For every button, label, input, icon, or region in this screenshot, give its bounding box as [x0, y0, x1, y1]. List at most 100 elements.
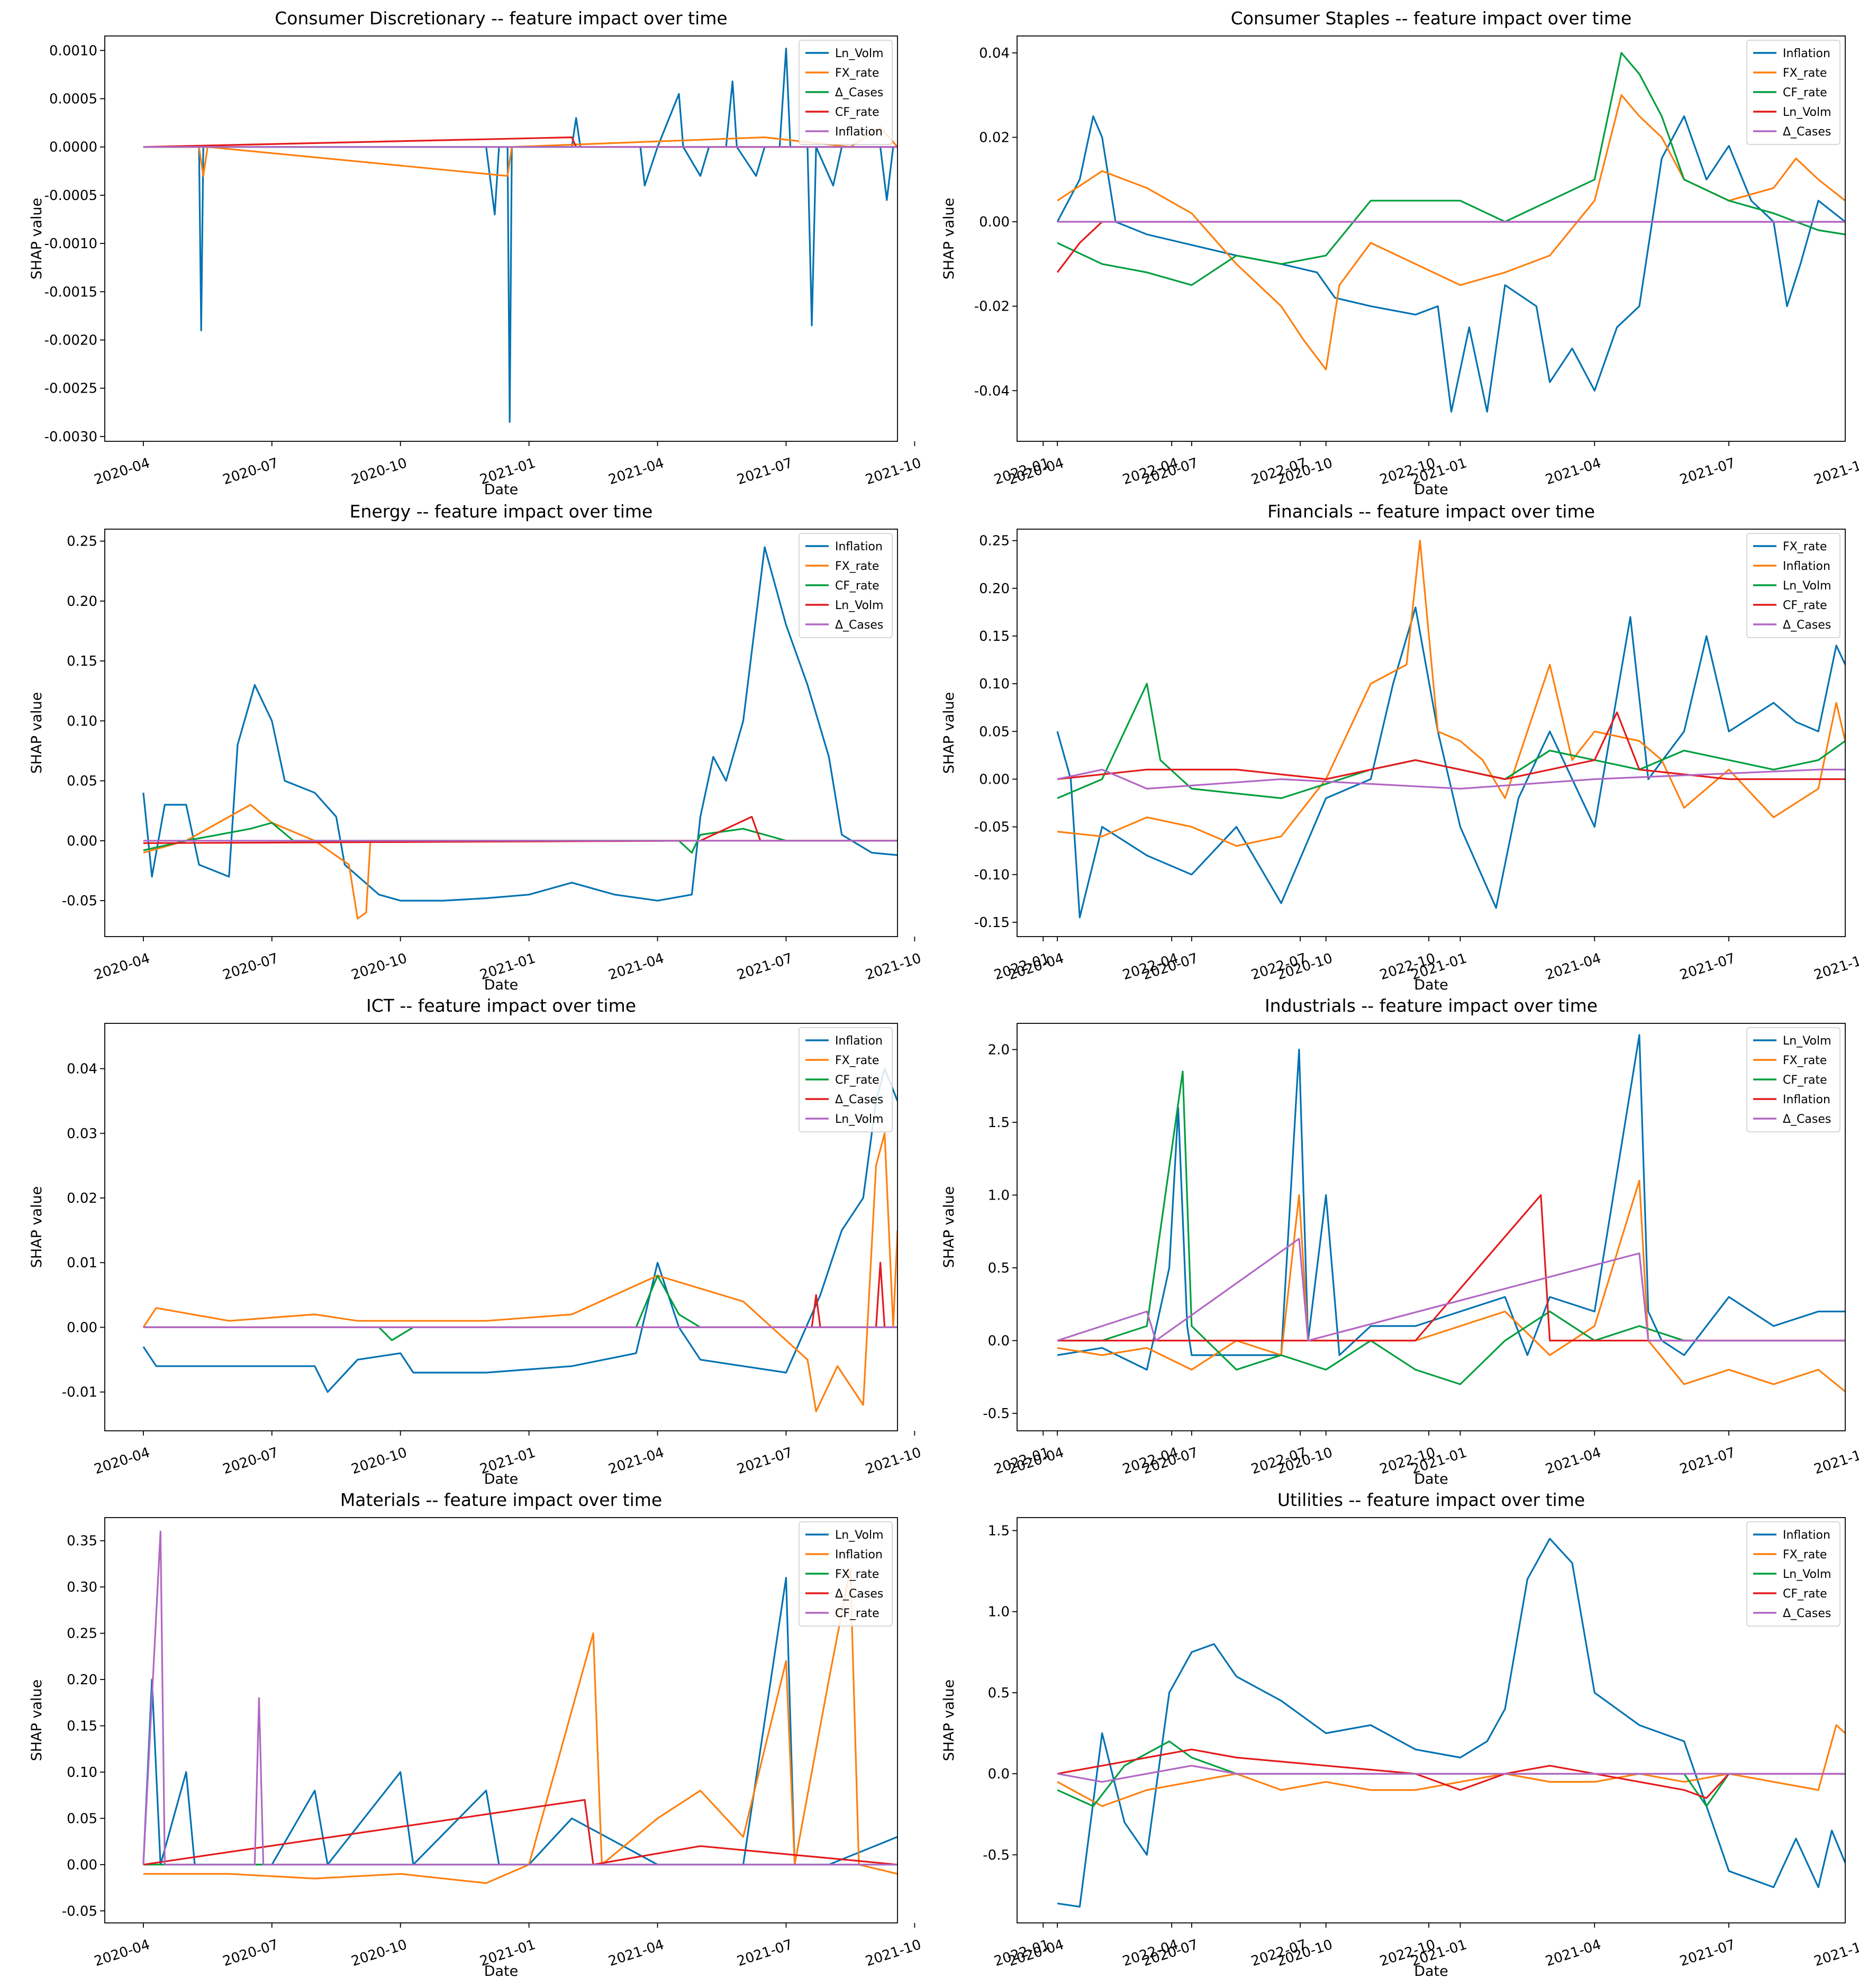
y-tick-label: 0.05	[979, 724, 1010, 740]
series-group	[142, 546, 897, 920]
y-tick-label: 0.25	[67, 534, 97, 550]
legend-label: Ln_Volm	[835, 1113, 884, 1126]
chart-title: Energy -- feature impact over time	[350, 501, 653, 522]
series-line-ln-volm	[1057, 1034, 1845, 1371]
y-tick-label: 0.30	[67, 1579, 97, 1595]
legend-label: CF_rate	[835, 579, 879, 593]
legend-box	[1746, 40, 1840, 145]
legend-label: Inflation	[1783, 1529, 1830, 1542]
chart-panel-5: ICT -- feature impact over time 0.04 0.03 0…	[29, 995, 1437, 1487]
y-tick-label: 0.00	[67, 1857, 97, 1873]
chart-title: Consumer Staples -- feature impact over …	[1231, 8, 1632, 29]
legend-box	[799, 1027, 893, 1132]
legend-label: Inflation	[1783, 1093, 1830, 1106]
x-tick-label: 2020-04	[92, 455, 152, 488]
plot-frame	[1017, 529, 1846, 937]
legend-label: CF_rate	[835, 106, 879, 119]
x-tick-label: 2020-10	[349, 1445, 409, 1477]
chart-panel-6: Industrials -- feature impact over time 2…	[941, 995, 1859, 1487]
x-tick-label: 2021-10	[864, 455, 923, 488]
legend-box	[1746, 1027, 1840, 1132]
series-line-ln-volm	[143, 48, 897, 423]
legend: Ln_Volm FX_rate Δ_Cases CF_rate Inflation	[799, 40, 893, 145]
legend-label: Δ_Cases	[1783, 619, 1831, 632]
chart-title: ICT -- feature impact over time	[366, 995, 636, 1016]
y-tick-label: 1.0	[988, 1604, 1010, 1620]
y-tick-label: -0.0010	[44, 236, 97, 252]
y-tick-label: 0.10	[67, 713, 97, 729]
x-tick-label: 2021-10	[864, 950, 923, 983]
series-group	[142, 1530, 897, 1884]
y-tick-label: -0.05	[62, 893, 97, 909]
legend: Ln_Volm Inflation FX_rate Δ_Cases CF_rate	[799, 1521, 893, 1627]
y-tick-label: 0.25	[979, 533, 1010, 549]
series-line-fx-rate	[143, 126, 897, 177]
y-tick-label: 0.0005	[49, 92, 97, 107]
x-tick-label: 2021-04	[1544, 455, 1603, 488]
y-tick-label: -0.10	[974, 867, 1010, 883]
y-tick-label: 0.05	[67, 1811, 97, 1827]
chart-title: Materials -- feature impact over time	[340, 1490, 662, 1510]
series-line-cf-rate	[1057, 711, 1845, 780]
series-line-inflation	[1057, 1194, 1845, 1342]
y-tick-label: 0.05	[67, 774, 97, 789]
x-tick-label: 2021-04	[606, 1445, 666, 1477]
x-tick-label: 2021-04	[606, 1937, 666, 1969]
legend-box	[799, 533, 893, 638]
x-axis-label: Date	[484, 482, 519, 498]
legend-label: Δ_Cases	[1783, 1113, 1831, 1126]
y-tick-label: 2.0	[988, 1042, 1010, 1058]
legend: Inflation FX_rate CF_rate Ln_Volm Δ_Cases	[1746, 40, 1840, 145]
x-tick-label: 2020-04	[92, 1445, 152, 1477]
y-tick-label: -0.04	[974, 383, 1010, 399]
x-tick-label: 2020-07	[221, 950, 280, 983]
y-axis-label: SHAP value	[29, 198, 45, 280]
y-axis-label: SHAP value	[941, 198, 957, 280]
legend-label: Δ_Cases	[835, 1587, 883, 1601]
series-line-inflation	[1057, 540, 1845, 847]
legend: Ln_Volm FX_rate CF_rate Inflation Δ_Cases	[1746, 1027, 1840, 1132]
y-tick-label: 0.04	[67, 1061, 97, 1077]
legend-label: FX_rate	[1783, 1548, 1827, 1562]
series-line-inflation	[1056, 115, 1845, 413]
x-axis-label: Date	[1414, 977, 1448, 993]
series-line-cf-rate	[143, 822, 897, 854]
y-tick-label: 0.02	[979, 130, 1010, 146]
legend-box	[1746, 1521, 1840, 1627]
y-tick-label: -0.02	[974, 299, 1010, 315]
y-tick-label: 0.15	[67, 653, 97, 669]
plot-frame	[1017, 35, 1846, 442]
y-tick-label: 0.35	[67, 1533, 97, 1549]
y-tick-label: 0.02	[67, 1191, 97, 1206]
legend-label: Ln_Volm	[1783, 1034, 1831, 1048]
legend-label: FX_rate	[1783, 67, 1827, 80]
x-tick-label: 2021-10	[1812, 1937, 1859, 1969]
y-tick-label: -0.0025	[44, 381, 97, 397]
series-line-inflation	[143, 1567, 897, 1884]
x-tick-label: 2020-07	[221, 1937, 280, 1969]
x-tick-label: 2020-10	[349, 455, 409, 488]
series-group	[1056, 52, 1845, 413]
series-line-fx-rate	[1056, 606, 1845, 919]
x-tick-label: 2021-07	[1678, 1445, 1738, 1477]
legend-label: Inflation	[835, 1548, 883, 1562]
legend-label: FX_rate	[1783, 540, 1827, 553]
y-tick-label: 0.0	[988, 1333, 1010, 1349]
series-line-ln-volm	[1057, 683, 1845, 800]
legend-label: Δ_Cases	[835, 86, 883, 99]
x-tick-label: 2020-07	[221, 1445, 280, 1477]
y-tick-label: 0.0010	[49, 43, 97, 59]
x-tick-label: 2021-07	[1678, 950, 1738, 983]
y-tick-label: 0.20	[979, 581, 1010, 597]
chart-panel-2: Consumer Staples -- feature impact over …	[941, 8, 1859, 498]
series-line-fx-rate	[1057, 1724, 1845, 1807]
legend-label: CF_rate	[1783, 86, 1827, 99]
x-tick-label: 2021-04	[1544, 950, 1603, 983]
y-tick-label: 0.01	[67, 1255, 97, 1271]
y-tick-label: 0.15	[67, 1718, 97, 1734]
x-tick-label: 2021-04	[1544, 1445, 1603, 1477]
x-axis-label: Date	[1414, 482, 1448, 498]
x-tick-label: 2021-10	[1812, 455, 1859, 488]
y-tick-label: 1.5	[988, 1523, 1010, 1539]
